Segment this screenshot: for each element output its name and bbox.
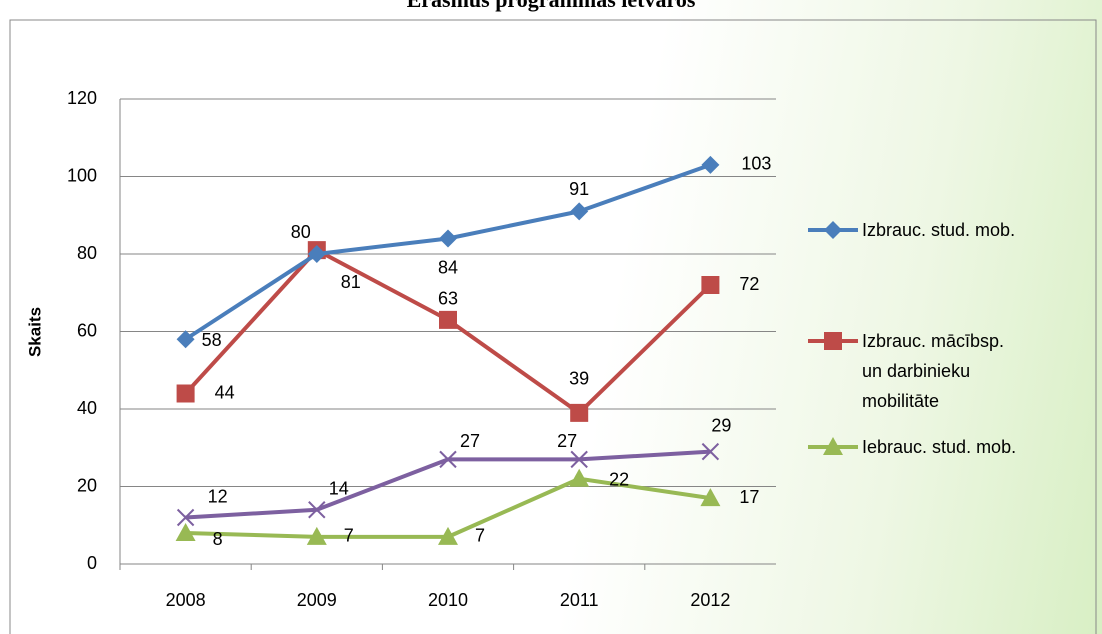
marker bbox=[701, 442, 720, 461]
data-label: 29 bbox=[711, 415, 731, 435]
marker bbox=[700, 488, 721, 507]
x-tick-label: 2011 bbox=[560, 590, 599, 610]
data-label: 58 bbox=[202, 330, 222, 350]
data-label: 44 bbox=[215, 382, 235, 402]
y-tick-label: 80 bbox=[77, 243, 97, 263]
chart-border bbox=[9, 19, 1097, 634]
x-tick-label: 2010 bbox=[428, 590, 468, 610]
y-axis-label: Skaits bbox=[25, 307, 44, 357]
data-label: 7 bbox=[344, 526, 354, 546]
marker bbox=[308, 501, 326, 519]
marker bbox=[824, 221, 842, 239]
data-label: 22 bbox=[609, 470, 629, 490]
marker bbox=[569, 468, 590, 487]
data-label: 91 bbox=[569, 179, 589, 199]
y-tick-label: 100 bbox=[67, 165, 97, 185]
marker bbox=[176, 330, 195, 349]
data-label: 80 bbox=[291, 222, 311, 242]
legend-label: Izbrauc. stud. mob. bbox=[862, 220, 1016, 240]
x-tick-label: 2008 bbox=[166, 590, 206, 610]
chart-title: Erasmus programmas ietvaros bbox=[407, 0, 696, 12]
y-tick-label: 40 bbox=[77, 398, 97, 418]
marker bbox=[439, 450, 457, 469]
marker bbox=[307, 245, 326, 263]
marker bbox=[439, 310, 457, 329]
data-label: 27 bbox=[460, 431, 480, 451]
marker bbox=[176, 508, 195, 527]
x-tick-label: 2012 bbox=[690, 590, 730, 610]
marker bbox=[439, 229, 457, 248]
legend-label: Iebrauc. stud. mob. bbox=[862, 437, 1017, 457]
marker bbox=[306, 526, 327, 545]
marker bbox=[176, 384, 195, 403]
data-label: 27 bbox=[557, 431, 577, 451]
marker bbox=[701, 276, 720, 294]
y-tick-label: 60 bbox=[77, 320, 97, 340]
y-tick-label: 0 bbox=[87, 553, 97, 573]
marker bbox=[823, 437, 843, 455]
legend-label: Izbrauc. mācībsp. un darbinieku mobilitā… bbox=[862, 331, 1005, 411]
data-label: 8 bbox=[213, 529, 223, 549]
y-tick-label: 120 bbox=[67, 88, 97, 108]
marker bbox=[824, 332, 842, 350]
data-label: 39 bbox=[569, 369, 589, 389]
marker bbox=[701, 155, 720, 174]
marker bbox=[570, 202, 589, 221]
data-label: 7 bbox=[475, 526, 485, 546]
marker bbox=[570, 403, 589, 422]
marker bbox=[438, 526, 458, 545]
data-label: 63 bbox=[438, 289, 458, 309]
data-label: 103 bbox=[741, 154, 771, 174]
marker bbox=[175, 523, 196, 541]
data-label: 72 bbox=[739, 274, 759, 294]
x-tick-label: 2009 bbox=[297, 590, 337, 610]
y-tick-label: 20 bbox=[77, 475, 97, 495]
data-label: 84 bbox=[438, 257, 458, 277]
data-label: 12 bbox=[208, 486, 228, 506]
data-label: 17 bbox=[739, 487, 759, 507]
marker bbox=[570, 450, 588, 469]
data-label: 14 bbox=[329, 479, 349, 499]
data-label: 81 bbox=[341, 272, 361, 292]
